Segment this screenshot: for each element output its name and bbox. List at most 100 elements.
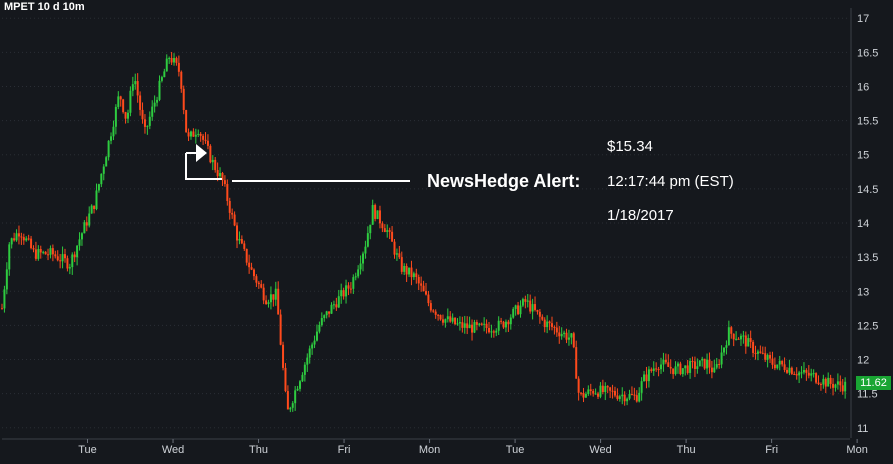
candle-body [657, 369, 660, 371]
candle-body [240, 238, 243, 244]
candle-body [815, 373, 818, 383]
candle-body [71, 254, 74, 268]
x-tick-label: Fri [338, 444, 351, 456]
candle-body [117, 96, 120, 107]
candle-body [160, 77, 163, 81]
candle-body [248, 262, 251, 268]
candle-body [667, 362, 670, 367]
candle-body [204, 139, 207, 141]
candle-body [357, 269, 360, 277]
candle-body [689, 361, 692, 373]
candle-body [272, 294, 275, 300]
candle-body [567, 337, 570, 340]
candle-body [451, 317, 454, 322]
candle-body [347, 285, 350, 289]
candle-body [134, 81, 137, 85]
candle-body [507, 321, 510, 325]
candle-body [834, 384, 837, 388]
candle-body [47, 254, 50, 256]
candle-body [841, 385, 844, 392]
candle-body [570, 333, 573, 338]
candle-body [17, 233, 20, 237]
candle-body [744, 335, 747, 347]
candle-body [463, 323, 466, 328]
candle-body [151, 106, 154, 117]
candle-body [202, 135, 205, 140]
candle-body [703, 358, 706, 369]
candle-body [478, 323, 481, 325]
candle-body [594, 393, 597, 395]
candle-body [468, 324, 471, 329]
x-tick-label: Wed [589, 444, 611, 456]
candle-body [311, 344, 314, 349]
candle-body [219, 173, 222, 177]
candle-body [15, 233, 18, 241]
candle-body [720, 352, 723, 365]
candle-body [454, 317, 457, 325]
candle-body [148, 116, 151, 126]
candle-body [509, 317, 512, 325]
candle-body [781, 360, 784, 365]
candle-body [737, 338, 740, 340]
candle-body [294, 390, 297, 404]
y-tick-label: 13 [857, 286, 869, 298]
candle-body [335, 304, 338, 308]
candle-body [124, 112, 127, 119]
candle-body [156, 99, 159, 103]
candle-body [524, 299, 527, 302]
candle-body [713, 367, 716, 373]
candle-body [90, 205, 93, 214]
candle-body [471, 324, 474, 333]
candle-body [836, 381, 839, 385]
candle-body [473, 322, 476, 333]
y-tick-label: 14 [857, 218, 869, 230]
candle-body [674, 366, 677, 375]
candle-body [260, 284, 263, 288]
candle-body [371, 205, 374, 225]
candle-body [495, 330, 498, 333]
candle-body [655, 368, 658, 370]
candle-body [504, 321, 507, 328]
candle-body [441, 319, 444, 323]
candle-body [635, 395, 638, 402]
candle-body [730, 327, 733, 334]
candle-body [686, 365, 689, 373]
candle-body [97, 184, 100, 191]
candle-body [708, 359, 711, 368]
y-tick-label: 14.5 [857, 184, 878, 196]
x-tick-label: Tue [78, 444, 97, 456]
candle-body [684, 365, 687, 369]
candle-body [102, 166, 105, 174]
candle-body [88, 213, 91, 226]
candle-body [679, 363, 682, 375]
candle-body [383, 228, 386, 232]
candle-body [824, 378, 827, 387]
candle-body [490, 331, 493, 333]
candle-body [662, 359, 665, 365]
candle-body [764, 353, 767, 360]
candle-body [352, 277, 355, 289]
candle-body [83, 222, 86, 234]
candle-body [626, 398, 629, 402]
candle-body [754, 352, 757, 354]
candle-body [502, 321, 505, 328]
candle-body [829, 377, 832, 384]
candle-body [558, 332, 561, 337]
alert-date: 1/18/2017 [607, 207, 674, 224]
candle-body [105, 157, 108, 167]
candle-body [291, 403, 294, 408]
x-tick-label: Tue [506, 444, 525, 456]
candle-body [214, 159, 217, 171]
candle-body [1, 308, 3, 310]
candle-body [550, 323, 553, 327]
candle-body [461, 322, 464, 328]
candle-body [771, 358, 774, 365]
candle-body [790, 367, 793, 375]
y-tick-label: 12.5 [857, 320, 878, 332]
candle-body [231, 212, 234, 215]
candle-body [405, 265, 408, 275]
candle-body [342, 290, 345, 297]
y-tick-label: 11 [857, 423, 868, 435]
candle-body [3, 289, 6, 309]
